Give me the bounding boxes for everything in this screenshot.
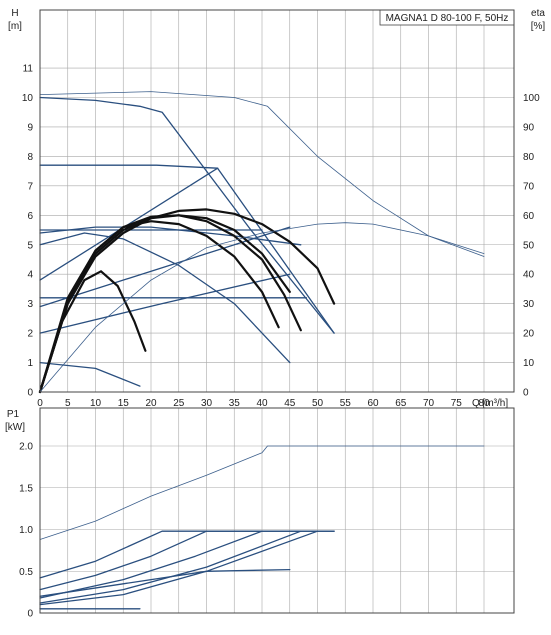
h-tick-label: 9 <box>27 122 33 133</box>
h-tick-label: 3 <box>27 299 33 310</box>
p1-tick-label: 2.0 <box>19 442 33 453</box>
h-tick-label: 11 <box>23 64 34 75</box>
h-tick-label: 4 <box>27 270 33 281</box>
p1-tick-label: 1.5 <box>19 483 33 494</box>
h-tick-label: 2 <box>27 329 33 340</box>
q-tick-label: 55 <box>340 398 352 409</box>
q-tick-label: 0 <box>37 398 43 409</box>
h-axis-unit: [m] <box>8 21 22 32</box>
eta-tick-label: 100 <box>523 93 540 104</box>
qh-series-line-13 <box>38 214 291 394</box>
h-tick-label: 8 <box>27 152 33 163</box>
qh-series-line-9 <box>39 232 291 364</box>
qh-series-line-3 <box>216 167 335 334</box>
h-tick-label: 7 <box>27 181 33 192</box>
eta-tick-label: 0 <box>523 388 529 399</box>
eta-tick-label: 30 <box>523 299 535 310</box>
p1-tick-labels: 0 0.5 1.0 1.5 2.0 <box>19 442 33 620</box>
eta-tick-label: 10 <box>523 358 535 369</box>
p1-series-line-6 <box>39 568 291 597</box>
eta-tick-label: 20 <box>523 329 535 340</box>
p1-frame <box>39 407 515 614</box>
qh-series-line-5 <box>39 226 302 246</box>
h-tick-label: 5 <box>27 240 33 251</box>
q-axis-label: Q [m³/h] <box>472 398 508 409</box>
qh-series-line-15 <box>38 270 147 394</box>
q-tick-label: 40 <box>256 398 268 409</box>
qh-series-line-8 <box>39 273 291 334</box>
h-tick-label: 6 <box>27 211 33 222</box>
eta-axis-unit: [%] <box>531 21 546 32</box>
eta-tick-label: 90 <box>523 122 535 133</box>
q-tick-label: 70 <box>423 398 435 409</box>
p1-tick-label: 0 <box>27 609 33 620</box>
eta-tick-label: 40 <box>523 270 535 281</box>
qh-series-line-6 <box>39 226 291 308</box>
p1-series-line-5 <box>39 530 319 606</box>
p1-tick-label: 0.5 <box>19 567 33 578</box>
qh-series <box>38 91 485 394</box>
qh-series-line-0 <box>39 96 335 334</box>
eta-tick-label: 80 <box>523 152 535 163</box>
q-tick-label: 60 <box>367 398 379 409</box>
q-tick-label: 30 <box>201 398 213 409</box>
q-tick-label: 75 <box>451 398 463 409</box>
qh-frame <box>39 9 515 393</box>
h-tick-label: 1 <box>27 358 33 369</box>
p1-series-line-0 <box>39 445 485 540</box>
q-tick-label: 65 <box>395 398 407 409</box>
p1-series <box>39 445 485 610</box>
p1-series-line-4 <box>39 530 302 604</box>
eta-tick-label: 70 <box>523 181 535 192</box>
q-tick-label: 20 <box>145 398 157 409</box>
q-tick-label: 10 <box>90 398 102 409</box>
q-tick-label: 5 <box>65 398 71 409</box>
chart-title: MAGNA1 D 80-100 F, 50Hz <box>386 13 509 24</box>
qh-series-line-10 <box>39 361 141 387</box>
q-tick-label: 35 <box>229 398 241 409</box>
eta-axis-label: eta <box>531 8 545 19</box>
q-tick-label: 45 <box>284 398 296 409</box>
q-tick-label: 80 <box>478 398 490 409</box>
eta-tick-label: 60 <box>523 211 535 222</box>
h-tick-label: 10 <box>22 93 34 104</box>
h-axis-label: H <box>11 8 18 19</box>
q-tick-label: 25 <box>173 398 185 409</box>
qh-series-line-16 <box>39 91 485 257</box>
qh-grid <box>40 10 514 392</box>
q-tick-label: 50 <box>312 398 324 409</box>
p1-axis-unit: [kW] <box>5 422 25 433</box>
qh-series-line-11 <box>38 208 336 394</box>
p1-series-line-3 <box>39 530 263 599</box>
qh-series-line-1 <box>39 164 219 169</box>
eta-tick-label: 50 <box>523 240 535 251</box>
p1-tick-label: 1.0 <box>19 525 33 536</box>
qh-series-line-17 <box>39 222 485 393</box>
p1-axis-label: P1 <box>7 409 20 420</box>
h-tick-label: 0 <box>27 388 33 399</box>
p1-series-line-2 <box>39 530 335 591</box>
qh-series-line-14 <box>38 220 280 394</box>
q-tick-label: 15 <box>118 398 130 409</box>
